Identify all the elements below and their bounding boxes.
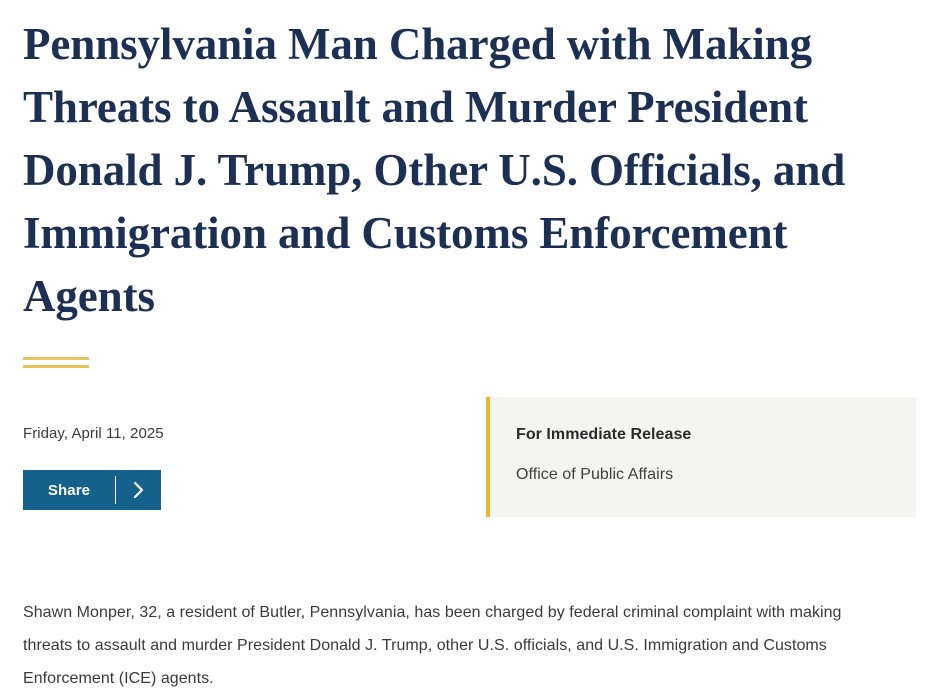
share-button-label: Share	[47, 481, 91, 499]
gold-divider	[23, 357, 89, 368]
gold-divider-line-top	[23, 357, 89, 360]
share-button-divider	[115, 476, 116, 504]
publication-date: Friday, April 11, 2025	[23, 425, 164, 442]
page-title: Pennsylvania Man Charged with Making Thr…	[23, 19, 846, 321]
chevron-right-icon[interactable]	[116, 470, 161, 510]
release-office-label: Office of Public Affairs	[516, 466, 674, 483]
article-body-paragraph: Shawn Monper, 32, a resident of Butler, …	[23, 604, 842, 687]
release-status-label: For Immediate Release	[516, 426, 692, 443]
share-button[interactable]: Share	[23, 470, 161, 510]
gold-divider-line-bottom	[23, 365, 89, 368]
release-info-panel: For Immediate Release Office of Public A…	[486, 397, 916, 517]
